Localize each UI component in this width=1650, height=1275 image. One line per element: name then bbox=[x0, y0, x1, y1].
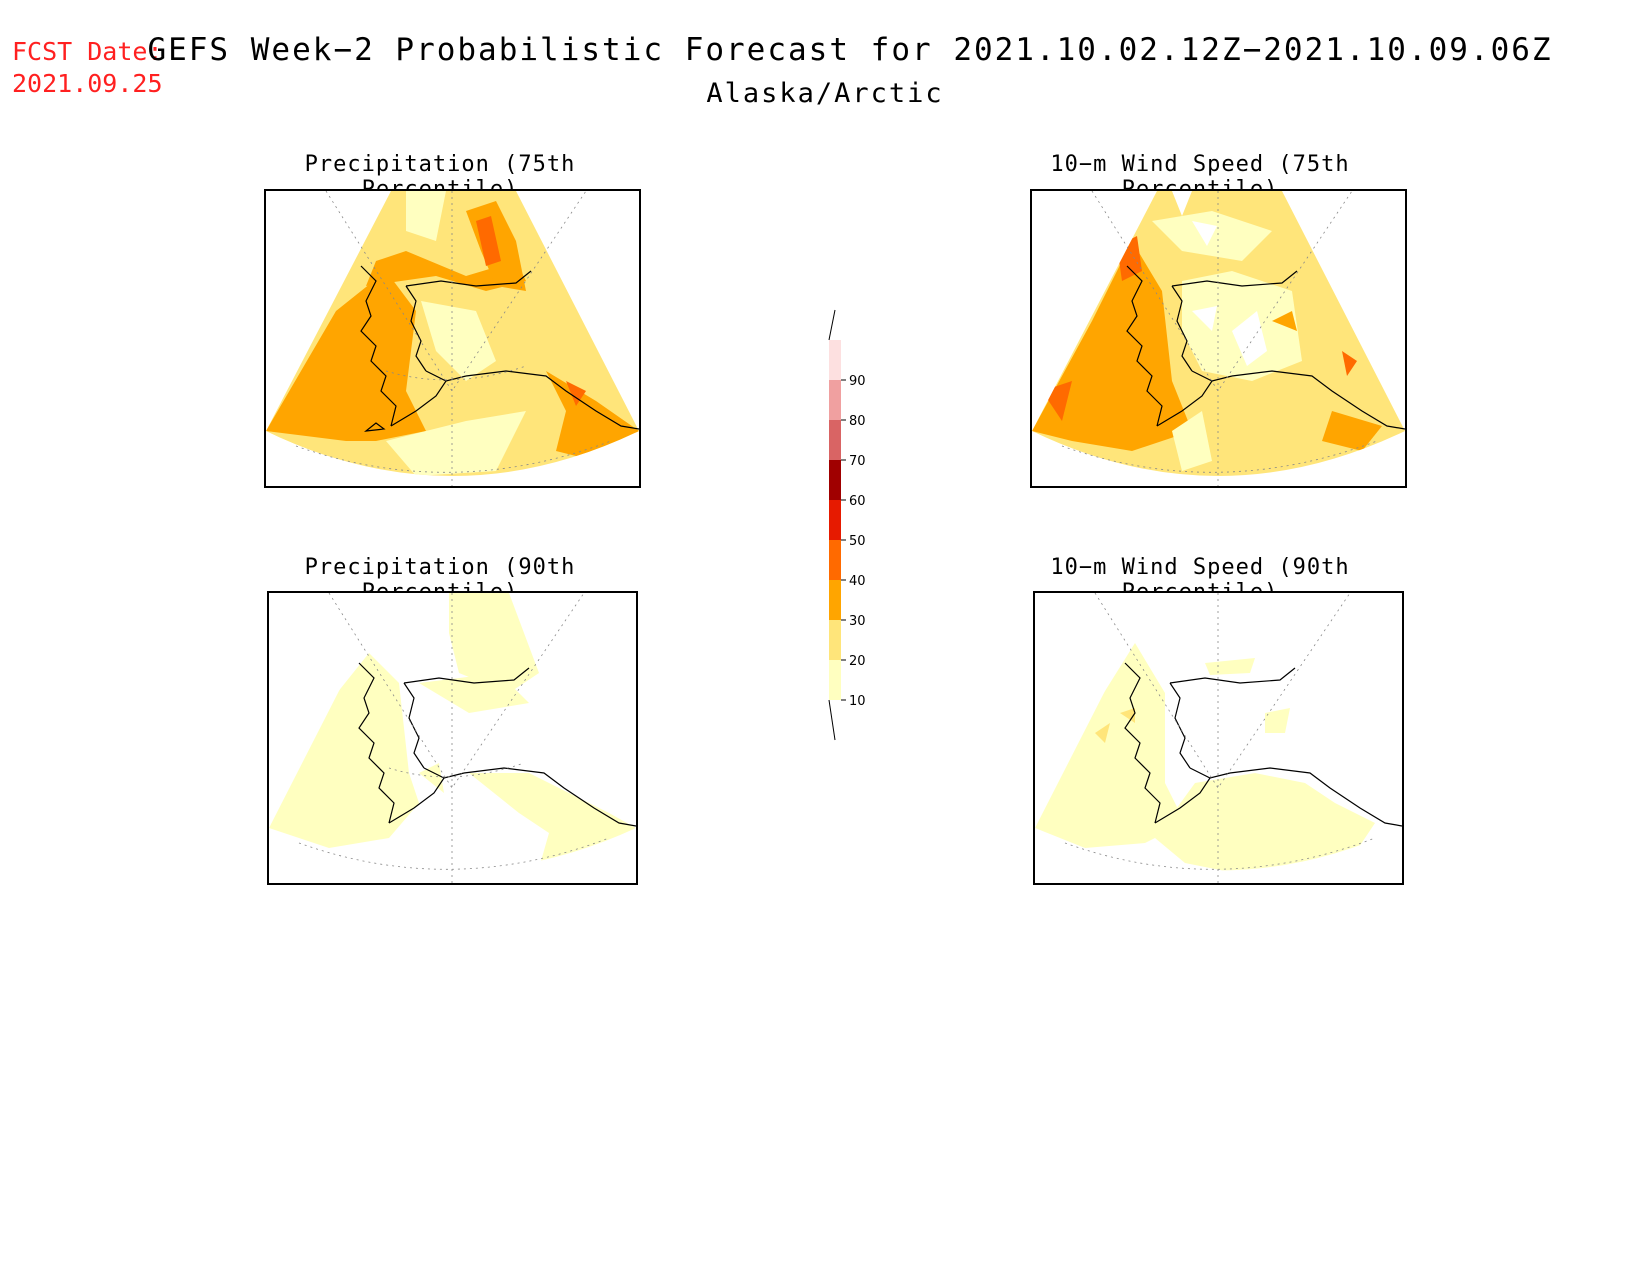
colorbar-swatch-80 bbox=[829, 380, 841, 420]
colorbar-label-40: 40 bbox=[849, 574, 866, 589]
forecast-date-label: FCST Date: bbox=[12, 37, 163, 66]
page-title: GEFS Week−2 Probabilistic Forecast for 2… bbox=[147, 32, 1553, 68]
forecast-date-value: 2021.09.25 bbox=[12, 69, 163, 98]
colorbar-label-70: 70 bbox=[849, 454, 866, 469]
colorbar-swatch-70 bbox=[829, 420, 841, 460]
colorbar-label-30: 30 bbox=[849, 614, 866, 629]
map-precip-90 bbox=[267, 591, 638, 885]
colorbar-label-60: 60 bbox=[849, 494, 866, 509]
map-wind-90 bbox=[1033, 591, 1404, 885]
region-subtitle: Alaska/Arctic bbox=[706, 78, 944, 109]
colorbar-swatch-40 bbox=[829, 540, 841, 580]
colorbar-swatch-90 bbox=[829, 340, 841, 380]
colorbar-svg: 10 20 30 40 50 60 70 80 90 bbox=[828, 309, 866, 741]
colorbar-label-50: 50 bbox=[849, 534, 866, 549]
forecast-date-block: FCST Date: 2021.09.25 bbox=[12, 36, 163, 100]
colorbar-bottom-cap bbox=[828, 699, 836, 741]
map-precip-75 bbox=[264, 189, 641, 488]
colorbar-swatch-60 bbox=[829, 460, 841, 500]
colorbar-swatch-20 bbox=[829, 620, 841, 660]
colorbar-top-cap bbox=[828, 309, 836, 341]
colorbar-label-10: 10 bbox=[849, 694, 866, 709]
colorbar-swatch-30 bbox=[829, 580, 841, 620]
colorbar-label-80: 80 bbox=[849, 414, 866, 429]
colorbar-label-90: 90 bbox=[849, 374, 866, 389]
colorbar-legend: 10 20 30 40 50 60 70 80 90 bbox=[820, 309, 900, 750]
colorbar-label-20: 20 bbox=[849, 654, 866, 669]
colorbar-swatch-10 bbox=[829, 660, 841, 700]
map-wind-75 bbox=[1030, 189, 1407, 488]
colorbar-swatch-50 bbox=[829, 500, 841, 540]
